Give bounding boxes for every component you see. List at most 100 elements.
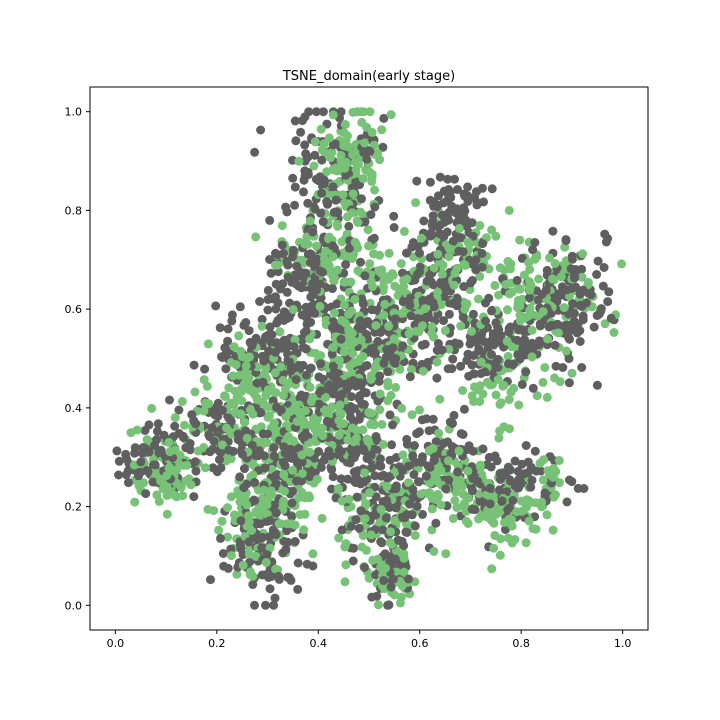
point-gray	[377, 538, 387, 548]
point-green	[267, 490, 277, 500]
point-gray	[273, 298, 283, 308]
point-gray	[521, 342, 530, 352]
point-gray	[362, 154, 372, 164]
point-gray	[331, 195, 341, 205]
point-green	[474, 489, 484, 499]
point-green	[241, 361, 251, 371]
point-green	[360, 468, 369, 478]
point-green	[365, 107, 375, 117]
point-green	[396, 259, 406, 269]
point-green	[491, 231, 501, 241]
point-green	[334, 355, 344, 365]
point-gray	[425, 177, 435, 187]
point-gray	[257, 314, 267, 324]
point-green	[554, 456, 564, 465]
point-gray	[349, 543, 359, 553]
point-gray	[521, 441, 531, 450]
point-gray	[378, 142, 388, 152]
point-gray	[114, 470, 124, 480]
point-green	[226, 492, 236, 502]
point-green	[368, 281, 378, 291]
point-gray	[468, 231, 478, 241]
point-gray	[551, 361, 561, 371]
point-gray	[527, 338, 537, 348]
point-green	[467, 391, 477, 401]
point-gray	[485, 483, 495, 493]
point-green	[182, 460, 192, 470]
point-gray	[288, 173, 298, 183]
point-gray	[412, 501, 422, 511]
point-gray	[360, 217, 370, 227]
point-gray	[528, 245, 538, 255]
point-green	[539, 455, 549, 465]
point-gray	[301, 326, 311, 336]
point-gray	[290, 200, 300, 210]
point-gray	[144, 447, 154, 457]
point-green	[542, 392, 552, 402]
point-green	[526, 497, 535, 507]
point-gray	[261, 600, 270, 610]
point-green	[249, 386, 258, 396]
point-gray	[226, 544, 236, 554]
point-green	[344, 309, 354, 319]
point-gray	[259, 451, 269, 461]
point-gray	[311, 107, 321, 117]
point-green	[395, 364, 405, 374]
point-green	[475, 381, 485, 391]
point-green	[154, 497, 164, 506]
point-gray	[562, 497, 572, 507]
point-green	[271, 388, 281, 398]
point-green	[384, 321, 394, 331]
point-green	[236, 346, 246, 356]
point-gray	[464, 441, 474, 451]
point-gray	[528, 383, 538, 393]
point-gray	[216, 533, 225, 543]
point-green	[340, 120, 350, 129]
point-gray	[530, 446, 540, 456]
point-gray	[360, 563, 369, 572]
point-green	[231, 360, 241, 370]
point-green	[532, 391, 542, 401]
point-green	[351, 425, 361, 435]
point-gray	[505, 476, 515, 486]
point-green	[214, 525, 224, 535]
point-green	[485, 510, 495, 520]
point-green	[244, 517, 254, 527]
point-green	[460, 304, 470, 314]
point-gray	[459, 404, 469, 414]
point-green	[360, 138, 369, 148]
point-gray	[596, 306, 606, 316]
point-gray	[356, 257, 365, 267]
point-gray	[210, 410, 220, 420]
point-gray	[544, 322, 554, 332]
point-green	[228, 371, 238, 381]
point-gray	[290, 182, 300, 192]
point-green	[484, 264, 494, 274]
point-green	[367, 409, 377, 418]
point-green	[232, 569, 242, 579]
point-gray	[284, 312, 294, 322]
point-green	[190, 387, 200, 397]
point-green	[513, 283, 523, 293]
point-green	[322, 167, 332, 177]
point-green	[542, 510, 552, 520]
point-gray	[535, 321, 545, 331]
point-gray	[250, 478, 260, 487]
point-gray	[523, 468, 533, 477]
point-green	[279, 496, 288, 506]
point-gray	[324, 446, 334, 456]
point-gray	[300, 432, 310, 442]
point-gray	[490, 451, 500, 461]
point-green	[336, 408, 346, 418]
point-green	[406, 365, 416, 374]
point-green	[217, 516, 227, 526]
point-gray	[469, 259, 479, 269]
point-gray	[235, 472, 245, 482]
point-green	[515, 235, 525, 245]
point-gray	[282, 207, 292, 217]
point-gray	[275, 284, 285, 294]
point-green	[537, 497, 547, 507]
point-green	[344, 494, 354, 504]
point-green	[327, 402, 337, 412]
point-gray	[283, 537, 293, 547]
